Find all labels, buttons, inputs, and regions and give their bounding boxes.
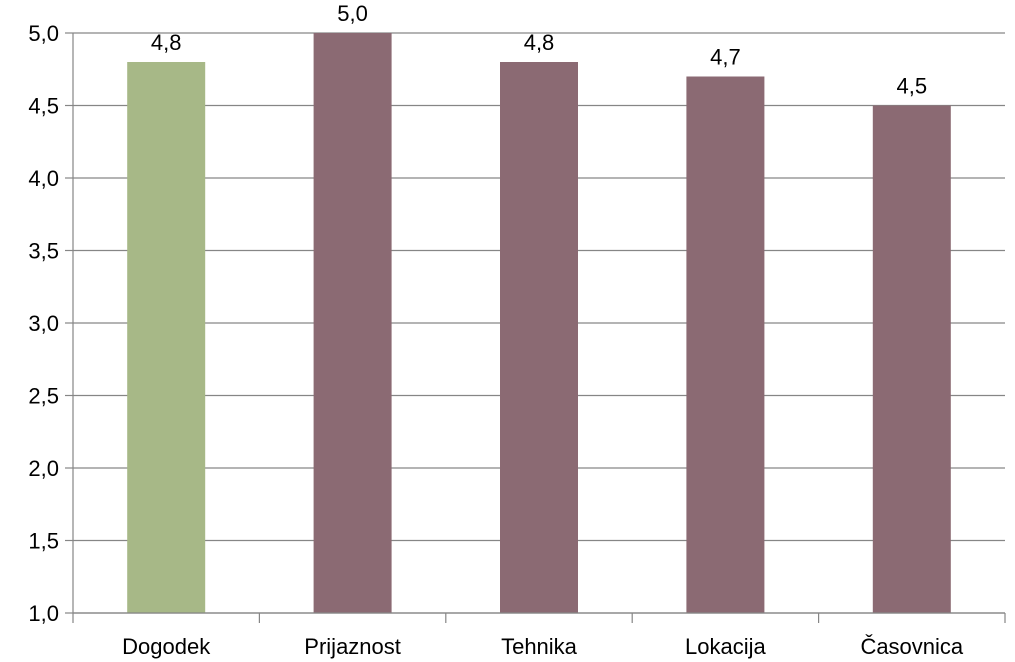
bar	[500, 62, 578, 613]
x-tick-label: Dogodek	[122, 634, 211, 659]
bars: 4,8 5,0 4,8 4,7 4,5	[127, 1, 951, 613]
y-tick-label: 2,0	[28, 456, 59, 481]
bar	[872, 105, 951, 613]
x-tick-label: Tehnika	[501, 634, 578, 659]
x-tick-label: Prijaznost	[304, 634, 401, 659]
y-tick-label: 5,0	[28, 21, 59, 46]
data-label: 5,0	[337, 1, 368, 26]
y-axis: 1,0 1,5 2,0 2,5 3,0 3,5 4,0 4,5 5,0	[28, 21, 74, 626]
y-tick-label: 1,0	[28, 601, 59, 626]
x-tick-label: Časovnica	[860, 634, 963, 659]
y-tick-label: 4,0	[28, 166, 59, 191]
bar	[686, 76, 765, 613]
y-tick-label: 3,0	[28, 311, 59, 336]
data-label: 4,7	[710, 45, 741, 70]
y-tick-label: 4,5	[28, 94, 59, 119]
data-label: 4,5	[897, 74, 928, 99]
y-tick-label: 3,5	[28, 239, 59, 264]
x-tick-label: Lokacija	[685, 634, 766, 659]
data-label: 4,8	[151, 30, 182, 55]
y-tick-label: 2,5	[28, 384, 59, 409]
y-tick-label: 1,5	[28, 529, 59, 554]
bar	[313, 33, 392, 613]
data-label: 4,8	[524, 30, 555, 55]
bar	[127, 62, 206, 613]
x-axis: Dogodek Prijaznost Tehnika Lokacija Časovnic…	[72, 612, 1006, 659]
